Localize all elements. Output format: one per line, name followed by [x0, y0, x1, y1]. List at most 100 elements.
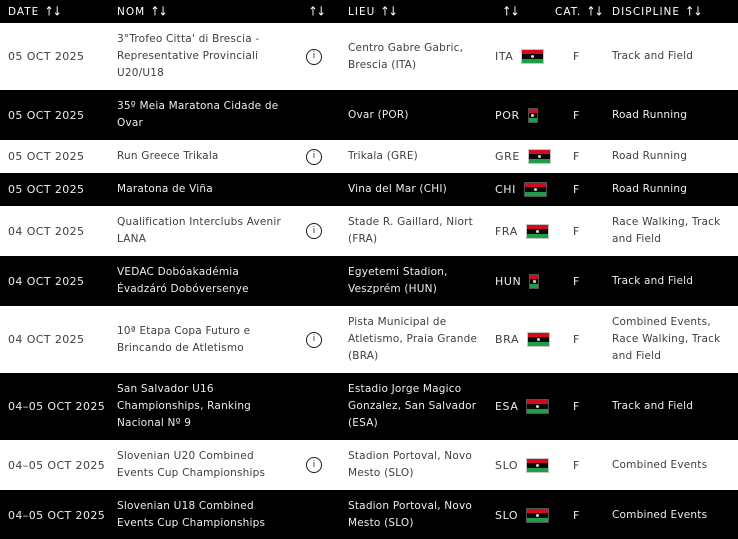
table-header-row: DATE ↑↓ NOM ↑↓ ↑↓ LIEU ↑↓ ↑↓ CAT. ↑↓ DIS…: [0, 0, 738, 23]
info-icon[interactable]: i: [306, 48, 322, 65]
column-header-nom[interactable]: NOM ↑↓: [109, 0, 299, 23]
table-row[interactable]: 04 OCT 2025 Qualification Interclubs Ave…: [0, 206, 738, 256]
event-name: Maratona de Viña: [117, 183, 213, 195]
country-code: POR: [495, 108, 520, 122]
event-name: 10ª Etapa Copa Futuro e Brincando de Atl…: [117, 324, 251, 354]
table-row[interactable]: 05 OCT 2025 35º Meia Maratona Cidade de …: [0, 90, 738, 140]
column-header-date-label: DATE: [8, 5, 40, 18]
table-body: 05 OCT 2025 3°Trofeo Citta' di Brescia -…: [0, 23, 738, 539]
country-cell: FRA: [492, 223, 548, 240]
info-cell: i: [299, 48, 329, 65]
event-discipline: Combined Events: [612, 458, 708, 471]
column-header-cat[interactable]: CAT. ↑↓: [548, 0, 610, 23]
country-cell: POR: [492, 107, 548, 124]
event-discipline: Road Running: [612, 150, 688, 162]
event-category: F: [573, 224, 580, 238]
event-venue: Trikala (GRE): [348, 150, 418, 162]
event-name: VEDAC Dobóakadémia Évadzáró Dobóversenye: [117, 266, 249, 295]
event-date: 04–05 OCT 2025: [8, 400, 106, 413]
event-category: F: [573, 458, 580, 472]
sort-icon[interactable]: ↑↓: [44, 4, 61, 19]
column-header-lieu[interactable]: LIEU ↑↓: [329, 0, 492, 23]
event-date: 04–05 OCT 2025: [8, 458, 106, 472]
column-header-discipline[interactable]: DISCIPLINE ↑↓: [610, 0, 738, 23]
info-cell: i: [299, 331, 329, 348]
country-flag-icon: [526, 224, 548, 238]
info-icon[interactable]: i: [306, 148, 322, 165]
event-category: F: [573, 400, 580, 413]
sort-icon[interactable]: ↑↓: [308, 4, 325, 19]
table-row[interactable]: 04 OCT 2025 VEDAC Dobóakadémia Évadzáró …: [0, 256, 738, 306]
country-flag-icon: [522, 50, 544, 63]
event-discipline: Track and Field: [612, 400, 694, 412]
country-code: GRE: [495, 150, 520, 163]
event-date: 04–05 OCT 2025: [8, 508, 106, 522]
column-header-date[interactable]: DATE ↑↓: [0, 0, 109, 23]
country-cell: SLO: [492, 507, 549, 524]
country-code: ITA: [495, 50, 514, 63]
table-row[interactable]: 05 OCT 2025 Run Greece Trikala i Trikala…: [0, 140, 738, 173]
column-header-nom-label: NOM: [117, 5, 146, 18]
country-code: ESA: [495, 400, 519, 413]
info-cell: i: [299, 223, 329, 239]
country-cell: ESA: [492, 398, 549, 415]
event-discipline: Track and Field: [612, 50, 694, 62]
country-flag-icon: [527, 400, 549, 413]
event-date: 05 OCT 2025: [8, 108, 85, 122]
info-icon[interactable]: i: [306, 457, 322, 473]
country-cell: CHI: [492, 181, 548, 198]
table-row[interactable]: 05 OCT 2025 3°Trofeo Citta' di Brescia -…: [0, 23, 738, 90]
info-cell: i: [299, 457, 329, 473]
event-venue: Pista Municipal de Atletismo, Praia Gran…: [348, 316, 478, 362]
event-name: 3°Trofeo Citta' di Brescia - Representat…: [117, 33, 260, 79]
country-code: FRA: [495, 224, 518, 238]
country-code: HUN: [495, 274, 522, 288]
country-flag-icon: [530, 274, 539, 288]
country-cell: HUN: [492, 273, 548, 290]
table-row[interactable]: 04 OCT 2025 10ª Etapa Copa Futuro e Brin…: [0, 306, 738, 373]
info-cell: i: [299, 148, 329, 165]
event-discipline: Race Walking, Track and Field: [612, 216, 721, 245]
sort-icon[interactable]: ↑↓: [502, 4, 519, 19]
event-date: 05 OCT 2025: [8, 150, 85, 163]
country-flag-icon: [527, 508, 549, 522]
table-row[interactable]: 05 OCT 2025 Maratona de Viña Vina del Ma…: [0, 173, 738, 206]
country-cell: ITA: [492, 48, 548, 65]
country-code: SLO: [495, 458, 519, 472]
event-venue: Stadion Portoval, Novo Mesto (SLO): [348, 500, 473, 529]
column-header-cat-label: CAT.: [555, 5, 582, 18]
event-category: F: [573, 50, 580, 63]
country-flag-icon: [525, 183, 546, 196]
sort-icon[interactable]: ↑↓: [150, 4, 167, 19]
event-venue: Egyetemi Stadion, Veszprém (HUN): [348, 266, 448, 295]
country-code: BRA: [495, 333, 520, 346]
sort-icon[interactable]: ↑↓: [685, 4, 702, 19]
table-row[interactable]: 04–05 OCT 2025 Slovenian U20 Combined Ev…: [0, 440, 738, 490]
country-flag-icon: [528, 150, 550, 163]
event-venue: Centro Gabre Gabric, Brescia (ITA): [348, 41, 464, 71]
sort-icon[interactable]: ↑↓: [586, 4, 603, 19]
sort-icon[interactable]: ↑↓: [380, 4, 397, 19]
event-name: Run Greece Trikala: [117, 150, 219, 162]
event-venue: Stadion Portoval, Novo Mesto (SLO): [348, 450, 473, 479]
event-venue: Vina del Mar (CHI): [348, 183, 447, 195]
event-venue: Ovar (POR): [348, 108, 409, 121]
event-date: 05 OCT 2025: [8, 50, 85, 63]
event-date: 04 OCT 2025: [8, 274, 85, 288]
country-cell: BRA: [492, 331, 550, 348]
table-row[interactable]: 04–05 OCT 2025 Slovenian U18 Combined Ev…: [0, 490, 738, 539]
table-row[interactable]: 04–05 OCT 2025 San Salvador U16 Champion…: [0, 373, 738, 440]
info-icon[interactable]: i: [306, 223, 322, 239]
event-name: Slovenian U18 Combined Events Cup Champi…: [117, 500, 266, 529]
event-category: F: [573, 150, 580, 163]
country-cell: SLO: [492, 457, 549, 474]
column-header-country-sort[interactable]: ↑↓: [492, 0, 548, 23]
column-header-info-sort[interactable]: ↑↓: [299, 0, 329, 23]
event-name: Slovenian U20 Combined Events Cup Champi…: [117, 450, 266, 479]
event-category: F: [573, 333, 580, 346]
column-header-lieu-label: LIEU: [348, 5, 376, 18]
event-date: 04 OCT 2025: [8, 333, 85, 346]
info-icon[interactable]: i: [306, 331, 322, 348]
event-date: 04 OCT 2025: [8, 224, 85, 238]
